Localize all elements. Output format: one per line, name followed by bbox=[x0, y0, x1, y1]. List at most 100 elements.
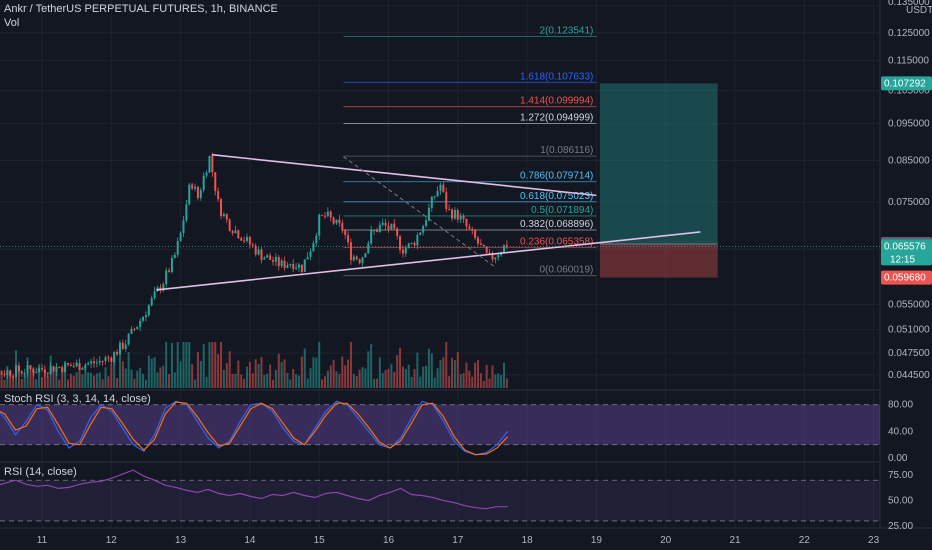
candle-body bbox=[416, 234, 419, 246]
volume-bar bbox=[199, 361, 202, 388]
candle-body bbox=[43, 369, 46, 373]
candle-body bbox=[92, 361, 95, 364]
volume-bar bbox=[269, 364, 272, 388]
time-tick-label: 13 bbox=[175, 535, 187, 546]
volume-bar bbox=[303, 348, 306, 388]
volume-bar bbox=[312, 357, 315, 388]
candle-body bbox=[491, 254, 494, 260]
volume-bar bbox=[165, 342, 168, 388]
volume-bar bbox=[416, 352, 419, 388]
fib-level-label: 0.382(0.068896) bbox=[520, 219, 593, 230]
candle-body bbox=[69, 364, 72, 367]
volume-bar bbox=[75, 372, 78, 388]
trendlines[interactable] bbox=[156, 153, 701, 291]
loss-zone bbox=[599, 243, 718, 278]
candle-body bbox=[26, 365, 29, 374]
volume-bar bbox=[90, 372, 93, 388]
volume-bar bbox=[425, 365, 428, 388]
volume-bar bbox=[205, 376, 208, 388]
price-tag-label: 0.065576 bbox=[884, 241, 926, 252]
volume-bar bbox=[332, 359, 335, 388]
candle-body bbox=[456, 209, 459, 220]
candle-body bbox=[494, 257, 497, 260]
volume-bar bbox=[194, 379, 197, 388]
volume-bar bbox=[176, 342, 179, 388]
volume-bar bbox=[64, 360, 67, 388]
fibonacci-extension[interactable]: 2(0.123541) 1.618(0.107633) 1.414(0.099994… bbox=[343, 26, 597, 277]
time-tick-label: 21 bbox=[729, 535, 741, 546]
candle-body bbox=[448, 209, 451, 211]
volume-bar bbox=[384, 369, 387, 388]
candle-body bbox=[485, 246, 488, 253]
volume-bar bbox=[323, 376, 326, 388]
price-axis[interactable]: 0.135000 0.125000 0.115000 0.105000 0.095000… bbox=[888, 0, 932, 381]
time-tick-label: 23 bbox=[868, 535, 880, 546]
volume-bar bbox=[150, 358, 153, 388]
candle-body bbox=[170, 257, 173, 272]
volume-bar bbox=[367, 351, 370, 388]
volume-bar bbox=[130, 369, 133, 388]
candle-body bbox=[251, 244, 254, 246]
volume-bar bbox=[168, 374, 171, 388]
volume-bar bbox=[72, 375, 75, 388]
time-axis[interactable]: 11 12 13 14 15 16 17 18 19 20 21 22 23 bbox=[37, 535, 880, 546]
candle-body bbox=[312, 243, 315, 252]
volume-bar bbox=[445, 342, 448, 388]
volume-bar bbox=[358, 369, 361, 388]
candle-body bbox=[20, 371, 23, 374]
volume-bar bbox=[300, 356, 303, 388]
volume-bar bbox=[3, 379, 6, 388]
candle-body bbox=[462, 216, 465, 220]
volume-bar bbox=[234, 373, 237, 388]
candle-body bbox=[46, 372, 49, 374]
price-tick-label: 0.085000 bbox=[888, 155, 930, 166]
volume-bar bbox=[228, 351, 231, 388]
candle-body bbox=[248, 237, 251, 245]
candle-body bbox=[318, 214, 321, 236]
volume-bar bbox=[329, 365, 332, 388]
volume-bar bbox=[52, 370, 55, 388]
candle-body bbox=[246, 237, 249, 241]
candle-body bbox=[35, 372, 38, 374]
volume-bar bbox=[277, 353, 280, 388]
volume-bar bbox=[248, 361, 251, 388]
candle-body bbox=[41, 368, 43, 370]
trendline-dashed bbox=[343, 156, 497, 269]
candle-body bbox=[465, 219, 468, 227]
volume-bar bbox=[55, 370, 58, 388]
candle-body bbox=[185, 204, 188, 221]
volume-bar bbox=[456, 352, 459, 388]
volume-bar bbox=[95, 373, 98, 388]
candle-body bbox=[64, 363, 67, 372]
volume-bar bbox=[107, 376, 110, 388]
volume-bar bbox=[338, 373, 341, 388]
oscillator-line bbox=[0, 401, 509, 456]
candle-body bbox=[280, 260, 283, 267]
volume-bar bbox=[491, 365, 494, 388]
volume-bar bbox=[208, 342, 211, 388]
candle-body bbox=[332, 217, 335, 224]
candle-body bbox=[274, 256, 277, 262]
candle-body bbox=[468, 226, 471, 229]
candle-body bbox=[9, 370, 12, 376]
time-tick-label: 16 bbox=[383, 535, 395, 546]
candle-body bbox=[165, 270, 168, 284]
candle-body bbox=[72, 366, 75, 368]
volume-bar bbox=[370, 344, 373, 388]
candle-body bbox=[182, 220, 185, 234]
candle-body bbox=[173, 254, 176, 258]
oscillator-tick-label: 40.00 bbox=[888, 426, 913, 437]
candle-body bbox=[422, 225, 425, 233]
volume-bar bbox=[401, 366, 404, 388]
long-position-tool[interactable] bbox=[599, 83, 718, 278]
profit-zone bbox=[599, 83, 718, 244]
candle-body bbox=[130, 328, 133, 334]
price-tick-label: 0.047500 bbox=[888, 348, 930, 359]
candle-body bbox=[329, 211, 332, 218]
volume-bar bbox=[170, 342, 173, 388]
volume-bar bbox=[471, 376, 474, 388]
candle-body bbox=[231, 230, 234, 234]
volume-bar bbox=[144, 379, 147, 388]
candle-body bbox=[139, 320, 142, 327]
